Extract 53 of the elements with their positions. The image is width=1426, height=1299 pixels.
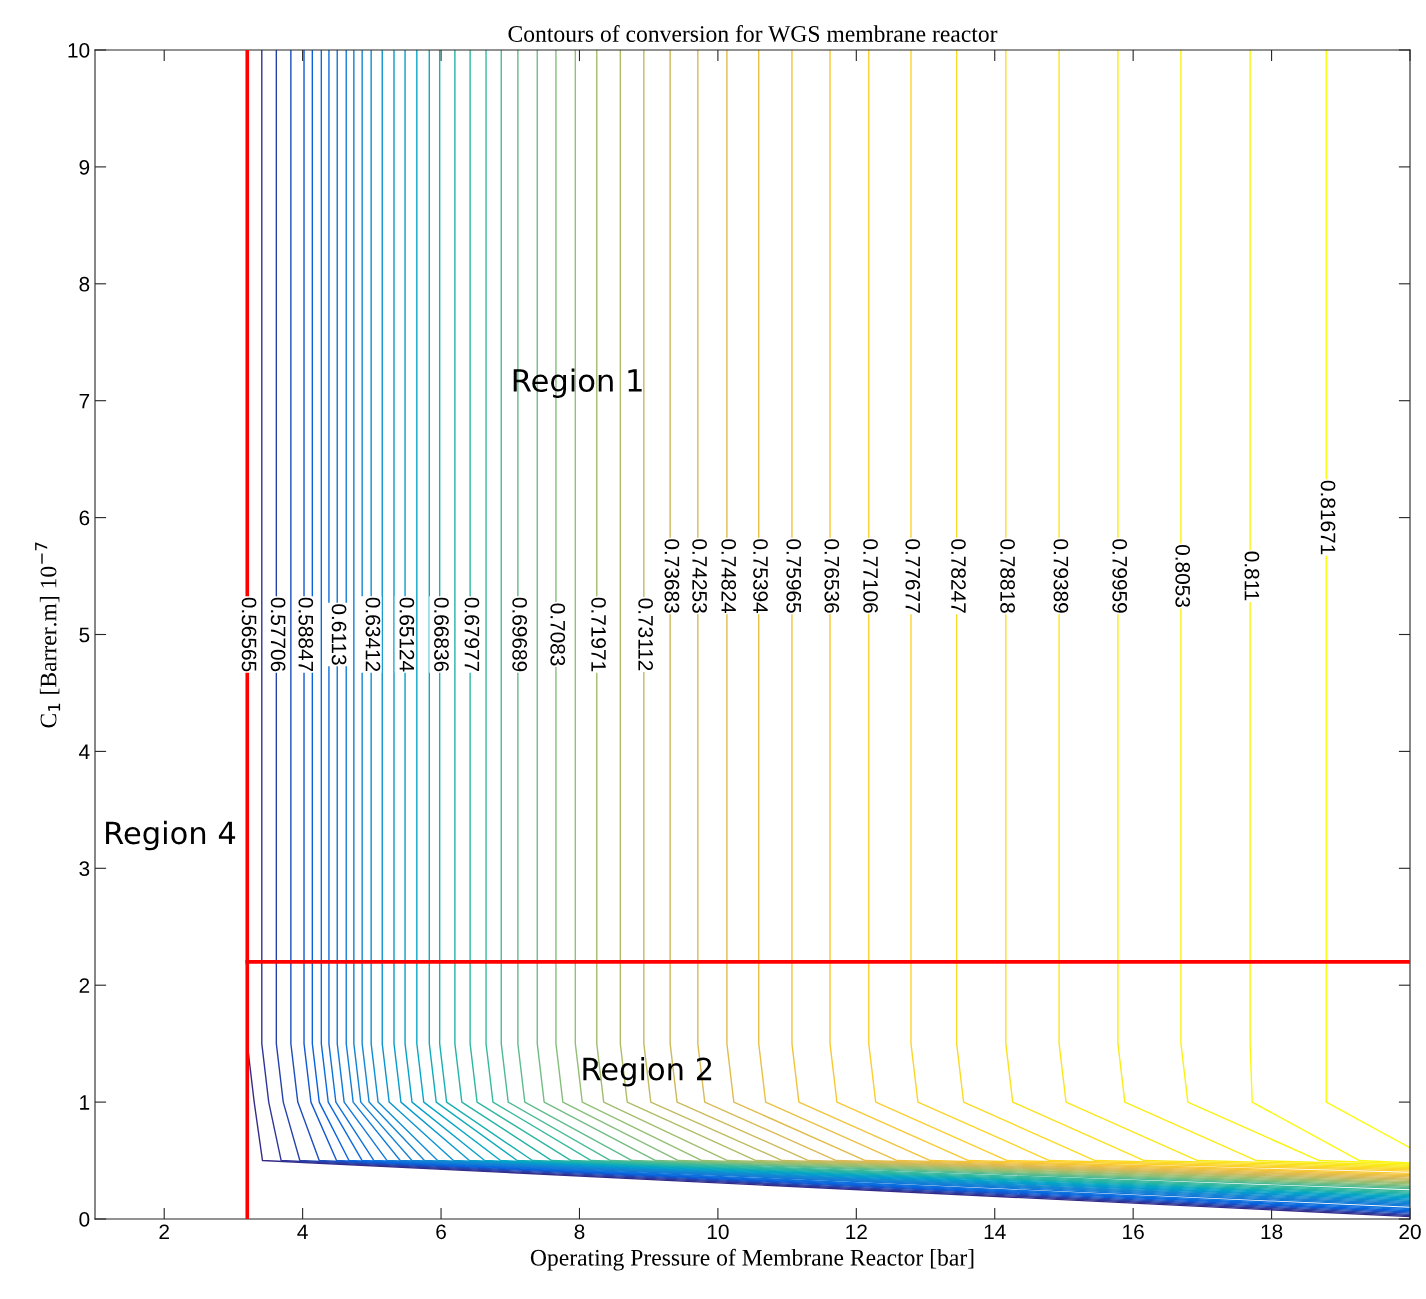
text: 0.75965	[786, 539, 802, 613]
text: 0.77106	[863, 539, 878, 613]
annotation: Region 1	[513, 368, 642, 398]
y-axis-title: C$_{1}$ [Barrer.m] 10$^{−7}$	[35, 542, 61, 728]
text: 0.6113	[331, 604, 347, 665]
text: 0.81671	[1320, 480, 1336, 555]
y-tick-label: 4	[79, 744, 90, 759]
y-tick-label: 1	[80, 1095, 90, 1110]
y-tick-label: 5	[79, 627, 90, 643]
text: 0.74824	[721, 539, 737, 614]
text: 0.69689	[512, 597, 528, 672]
x-tick-label: 2	[159, 1224, 169, 1239]
text: 0.57706	[270, 597, 286, 672]
text: 0.67977	[464, 597, 480, 672]
y-tick-label: 9	[79, 159, 90, 175]
text: 0.71971	[591, 597, 606, 672]
y-tick-label: 8	[79, 276, 90, 292]
y-tick-label: 0	[79, 1212, 90, 1227]
x-tick-label: 12	[846, 1224, 867, 1239]
text: 0.77677	[905, 539, 921, 613]
annotation: Region 4	[106, 820, 236, 851]
text: 0.7083	[550, 603, 566, 666]
text: 0.75394	[753, 539, 768, 614]
text: 0.76536	[824, 539, 840, 613]
y-tick-label: 7	[79, 393, 90, 409]
x-tick-label: 10	[707, 1224, 729, 1240]
chart-title: Contours of conversion for WGS membrane reactor	[508, 25, 998, 43]
text: 0.73683	[664, 539, 680, 613]
text: 0.8053	[1175, 545, 1191, 607]
x-tick-label: 20	[1399, 1224, 1421, 1240]
text: 0.63412	[365, 597, 381, 672]
text: 0.811	[1244, 551, 1260, 601]
x-tick-label: 14	[984, 1224, 1006, 1239]
text: 0.58847	[298, 597, 314, 672]
text: 0.79389	[1053, 539, 1069, 613]
text: 0.78818	[1000, 539, 1015, 613]
x-tick-label: 18	[1261, 1224, 1283, 1240]
x-tick-label: 16	[1123, 1224, 1144, 1240]
text: 0.65124	[399, 597, 415, 672]
text: 0.74253	[692, 539, 707, 613]
text: 0.73112	[638, 598, 653, 671]
y-tick-label: 3	[79, 861, 90, 877]
text: 0.78247	[951, 539, 966, 613]
x-tick-label: 8	[574, 1224, 585, 1240]
text: 0.66836	[434, 597, 449, 672]
x-tick-label: 6	[436, 1224, 446, 1240]
x-tick-label: 4	[297, 1224, 308, 1239]
text: 0.79959	[1112, 539, 1128, 613]
y-tick-label: 2	[79, 978, 90, 993]
text: 0.56565	[241, 597, 257, 672]
y-tick-label: 6	[79, 510, 90, 526]
x-axis-title: Operating Pressure of Membrane Reactor [bar]	[530, 1248, 974, 1271]
y-tick-label: 10	[68, 43, 90, 58]
